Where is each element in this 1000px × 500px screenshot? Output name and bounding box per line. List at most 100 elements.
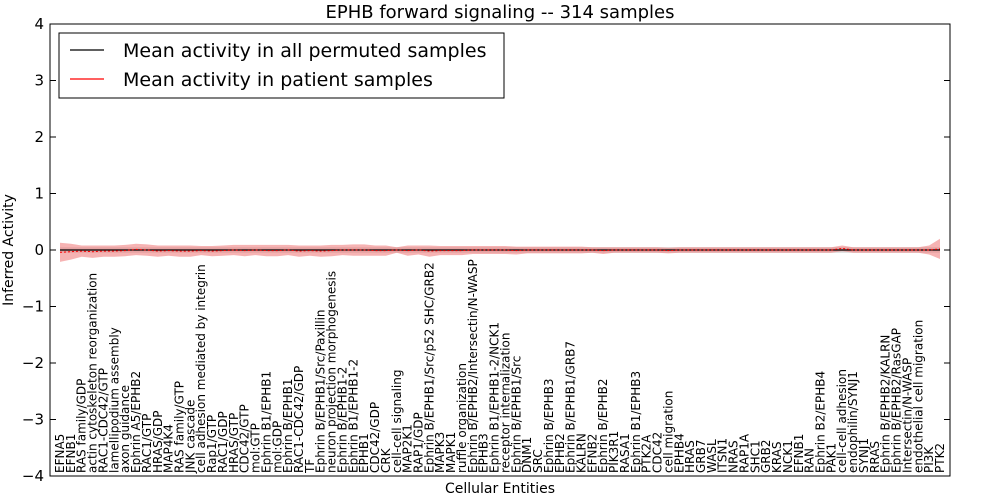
- y-tick-label: −2: [22, 354, 44, 372]
- x-tick-label: mol:GDP: [270, 421, 284, 473]
- y-tick-label: −4: [22, 467, 44, 485]
- patient-mean-line: [59, 247, 941, 253]
- x-tick-label: RAC1-CDC42/GDP: [292, 366, 306, 473]
- x-tick-label: cell adhesion mediated by integrin: [194, 264, 208, 473]
- x-tick-label: cell-cell adhesion: [835, 369, 849, 473]
- legend-box: [58, 32, 505, 99]
- x-tick-label: MAPK3: [433, 432, 447, 473]
- x-tick-label: Ephrin B/EPHB1/Src/p52 SHC/GRB2: [422, 262, 436, 473]
- x-tick-label: SYNJ1: [857, 438, 871, 473]
- x-tick-label: mol:GTP: [249, 423, 263, 473]
- chart-title: EPHB forward signaling -- 314 samples: [326, 2, 675, 23]
- x-tick-label: PTK2A: [640, 434, 654, 473]
- series-lines: [59, 247, 941, 253]
- x-tick-label: Ephrin B1/EPHB1: [259, 371, 273, 473]
- legend-label-patient: Mean activity in patient samples: [123, 69, 433, 91]
- x-tick-label: TF: [303, 459, 317, 474]
- x-tick-label: CDC42: [651, 432, 665, 473]
- x-tick-label: cell-cell signaling: [390, 370, 404, 474]
- x-tick-label: EFNA5: [53, 434, 67, 473]
- y-tick-label: 3: [34, 72, 44, 90]
- x-tick-label: Ephrin B/EPHB2/KALRN: [879, 335, 893, 473]
- x-tick-label: PI3K: [922, 446, 936, 473]
- x-tick-label: KRAS: [770, 441, 784, 473]
- x-tick-label: KALRN: [575, 433, 589, 473]
- y-tick-label: 0: [34, 241, 44, 259]
- x-tick-label: Intersectin/N-WASP: [900, 358, 914, 473]
- plot-frame: [49, 23, 951, 477]
- x-tick-label: Ephrin A5/EPHB2: [129, 371, 143, 473]
- x-tick-label: ITSN1: [716, 438, 730, 473]
- x-tick-label: CDC42/GTP: [238, 404, 252, 473]
- x-tick-label: EPHB2: [553, 433, 567, 473]
- x-tick-label: Ephrin B/EPHB2/RasGAP: [890, 328, 904, 473]
- x-tick-label: GRB7: [694, 439, 708, 473]
- x-tick-label: endothelial cell migration: [911, 320, 925, 473]
- x-tick-label: HRAS: [683, 440, 697, 473]
- x-tick-label: PAK1: [824, 443, 838, 473]
- x-axis-label: Cellular Entities: [445, 481, 555, 497]
- x-tick-label: EPHB3: [477, 433, 491, 473]
- x-tick-label: RAP1/GDP: [412, 412, 426, 473]
- x-tick-label: Rap1/GTP: [205, 415, 219, 473]
- x-tick-label: Ephrin B2/EPHB4: [814, 371, 828, 473]
- x-tick-label: lamellipodium assembly: [107, 327, 121, 473]
- x-tick-label: Ephrin B/EPHB1/GRB7: [564, 341, 578, 473]
- x-tick-label: HRAS/GDP: [151, 410, 165, 473]
- x-tick-label: HRAS/GTP: [227, 413, 241, 473]
- x-tick-label: RASA1: [618, 433, 632, 473]
- x-tick-label: RAC1/GDP: [216, 411, 230, 473]
- y-tick-label: −1: [22, 298, 44, 316]
- x-tick-label: MAP4K4: [162, 424, 176, 473]
- x-tick-label: Ephrin B1/EPHB1-2/NCK1: [488, 322, 502, 473]
- x-tick-label: EFNB2: [585, 434, 599, 473]
- x-tick-label: EPHB1: [357, 433, 371, 473]
- x-tick-label: MAP2K1: [401, 424, 415, 473]
- x-tick-label: Ephrin B/EPHB1-2: [336, 367, 350, 473]
- x-tick-label: RAN: [803, 448, 817, 473]
- x-tick-label: SHC1: [748, 440, 762, 473]
- legend-label-permuted: Mean activity in all permuted samples: [123, 40, 486, 62]
- x-tick-label: MAPK1: [444, 432, 458, 473]
- x-tick-label: Ephrin B1/EPHB1-2: [346, 359, 360, 473]
- x-tick-label: cell migration: [661, 391, 675, 473]
- x-tick-label: Ephrin B/EPHB1/Src/Paxillin: [314, 309, 328, 473]
- x-tick-label: RAP1A: [737, 433, 751, 473]
- legend: Mean activity in all permuted samples Me…: [58, 32, 505, 99]
- x-tick-label: RAC1/GTP: [140, 414, 154, 473]
- x-tick-label: endophilin/SYNJ1: [846, 371, 860, 473]
- x-tick-label: SRC: [531, 449, 545, 473]
- x-tick-label: actin cytoskeleton reorganization: [86, 273, 100, 473]
- x-tick-label: GRB2: [759, 439, 773, 473]
- y-tick-label: 4: [34, 15, 44, 33]
- x-tick-label: EFNB1: [64, 434, 78, 473]
- y-tick-label: −3: [22, 411, 44, 429]
- x-tick-label: Ephrin B1/EPHB3: [629, 371, 643, 473]
- x-tick-label: JNK cascade: [183, 400, 197, 474]
- x-tick-label: receptor internalization: [498, 333, 512, 473]
- x-tick-label: WASL: [705, 439, 719, 473]
- x-tick-label: EFNB1: [792, 434, 806, 473]
- y-tick-label: 2: [34, 128, 44, 146]
- y-axis-label: Inferred Activity: [1, 194, 17, 306]
- x-tick-label: neuron projection morphogenesis: [325, 271, 339, 473]
- x-tick-label: axon guidance: [118, 385, 132, 473]
- x-tick-label: CRK: [379, 447, 393, 473]
- x-tick-label: ruffle organization: [455, 363, 469, 473]
- x-tick-label: Ephrin B/EPHB2: [596, 379, 610, 473]
- x-tick-label: RRAS: [868, 441, 882, 473]
- x-tick-label: DNM1: [520, 437, 534, 473]
- x-tick-label: Ephrin B/EPHB1/Src: [509, 356, 523, 473]
- x-tick-label: Ephrin B/EPHB3: [542, 379, 556, 473]
- x-tick-label: PIK3R1: [607, 431, 621, 473]
- x-tick-label: Ephrin B/EPHB1: [281, 379, 295, 473]
- x-tick-label: RAC1-CDC42/GTP: [97, 368, 111, 473]
- x-tick-label: RAS family/GTP: [173, 381, 187, 473]
- x-tick-label: Ephrin B/EPHB2/Intersectin/N-WASP: [466, 259, 480, 473]
- x-tick-label: RAS family/GDP: [75, 379, 89, 473]
- x-tick-label: PTK2: [933, 443, 947, 473]
- x-tick-label: CDC42/GDP: [368, 402, 382, 473]
- x-tick-label: NCK1: [781, 440, 795, 473]
